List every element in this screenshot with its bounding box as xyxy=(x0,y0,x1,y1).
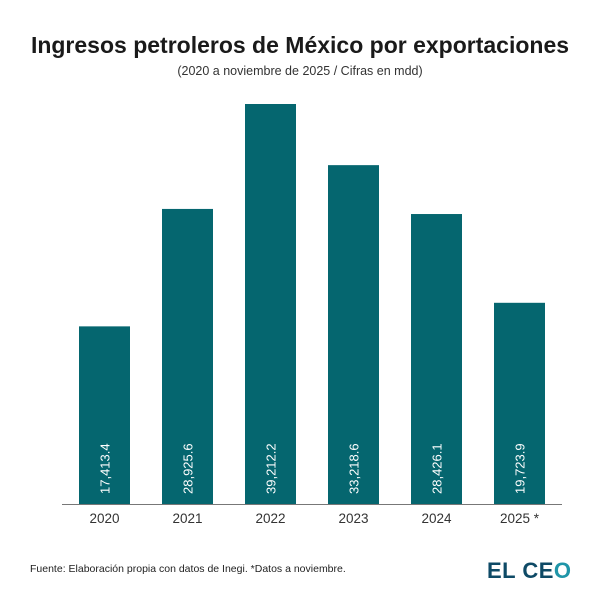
data-label: 33,218.6 xyxy=(347,443,362,494)
chart-subtitle: (2020 a noviembre de 2025 / Cifras en md… xyxy=(177,64,423,78)
el-ceo-logo: EL CEO xyxy=(487,558,572,584)
chart-title: Ingresos petroleros de México por export… xyxy=(30,32,570,58)
bar-2025 * xyxy=(494,302,545,504)
x-tick-label: 2025 * xyxy=(500,511,540,526)
x-tick-label: 2022 xyxy=(255,511,285,526)
data-label: 28,426.1 xyxy=(430,443,445,494)
logo-o: O xyxy=(553,558,572,583)
x-tick-label: 2023 xyxy=(338,511,368,526)
source-note: Fuente: Elaboración propia con datos de … xyxy=(30,563,346,575)
x-tick-label: 2021 xyxy=(172,511,202,526)
data-label: 17,413.4 xyxy=(98,443,113,494)
x-tick-label: 2020 xyxy=(89,511,119,526)
bar-2023 xyxy=(328,165,379,505)
bar-2020 xyxy=(79,326,130,504)
logo-text: EL CE xyxy=(487,558,554,583)
data-label: 28,925.6 xyxy=(181,443,196,494)
data-label: 39,212.2 xyxy=(264,443,279,494)
data-label: 19,723.9 xyxy=(513,443,528,494)
bar-2021 xyxy=(162,208,213,504)
x-tick-label: 2024 xyxy=(421,511,452,526)
bar-2022 xyxy=(245,104,296,504)
bar-2024 xyxy=(411,214,462,504)
